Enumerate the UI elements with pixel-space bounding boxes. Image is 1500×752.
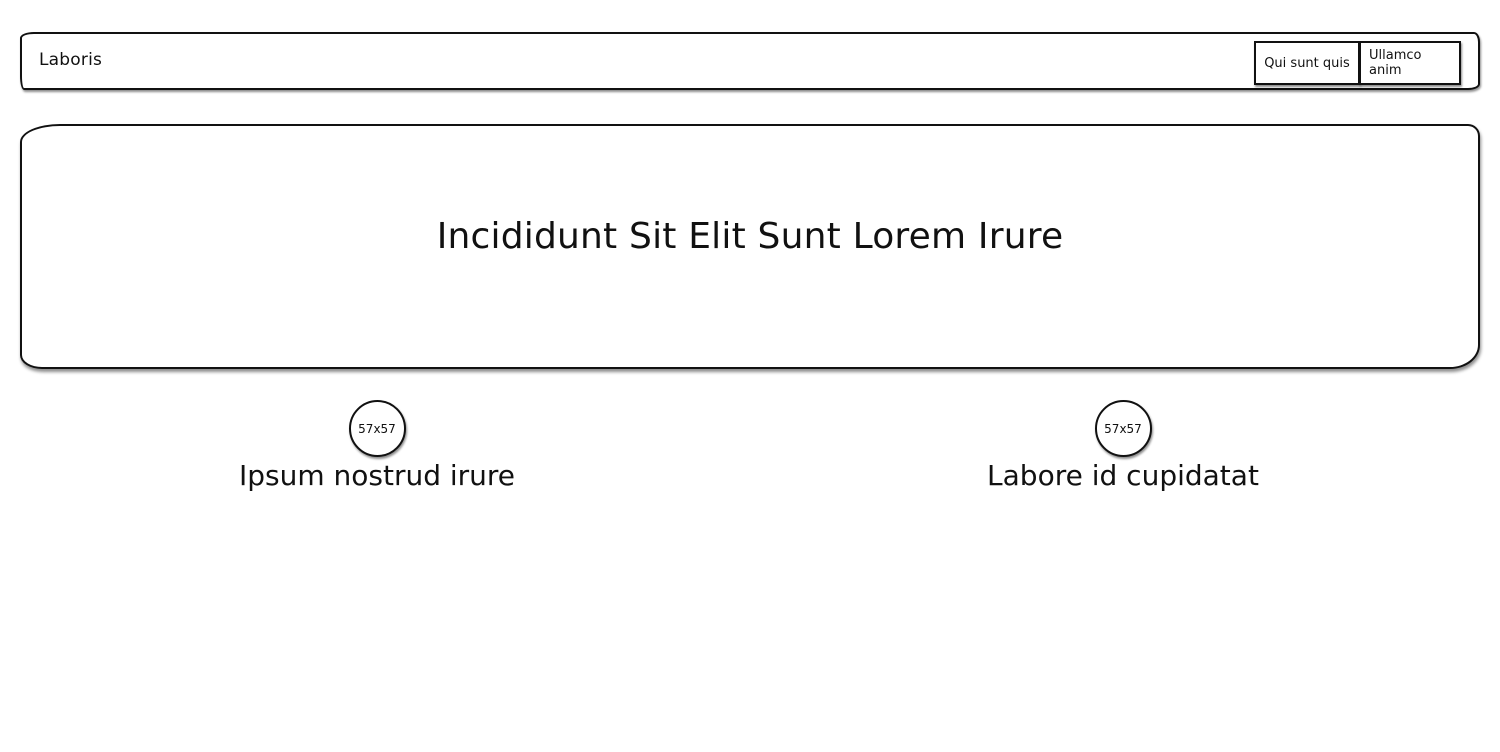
nav-button-qui-sunt-quis[interactable]: Qui sunt quis [1254,41,1360,85]
feature-image-placeholder: 57x57 [348,400,406,457]
nav-button-ullamco-anim[interactable]: Ullamco anim [1359,41,1461,85]
top-navbar: Laboris Qui sunt quis Ullamco anim [20,32,1480,90]
brand-logo-text[interactable]: Laboris [39,50,103,70]
feature-item: 57x57 Ipsum nostrud irure [177,400,577,492]
nav-button-group: Qui sunt quis Ullamco anim [1254,41,1461,85]
feature-image-placeholder: 57x57 [1094,400,1152,457]
feature-label: Labore id cupidatat [987,459,1259,492]
feature-label: Ipsum nostrud irure [238,459,516,492]
hero-panel: Incididunt Sit Elit Sunt Lorem Irure [20,124,1480,369]
hero-title: Incididunt Sit Elit Sunt Lorem Irure [436,216,1064,257]
feature-item: 57x57 Labore id cupidatat [923,400,1323,492]
